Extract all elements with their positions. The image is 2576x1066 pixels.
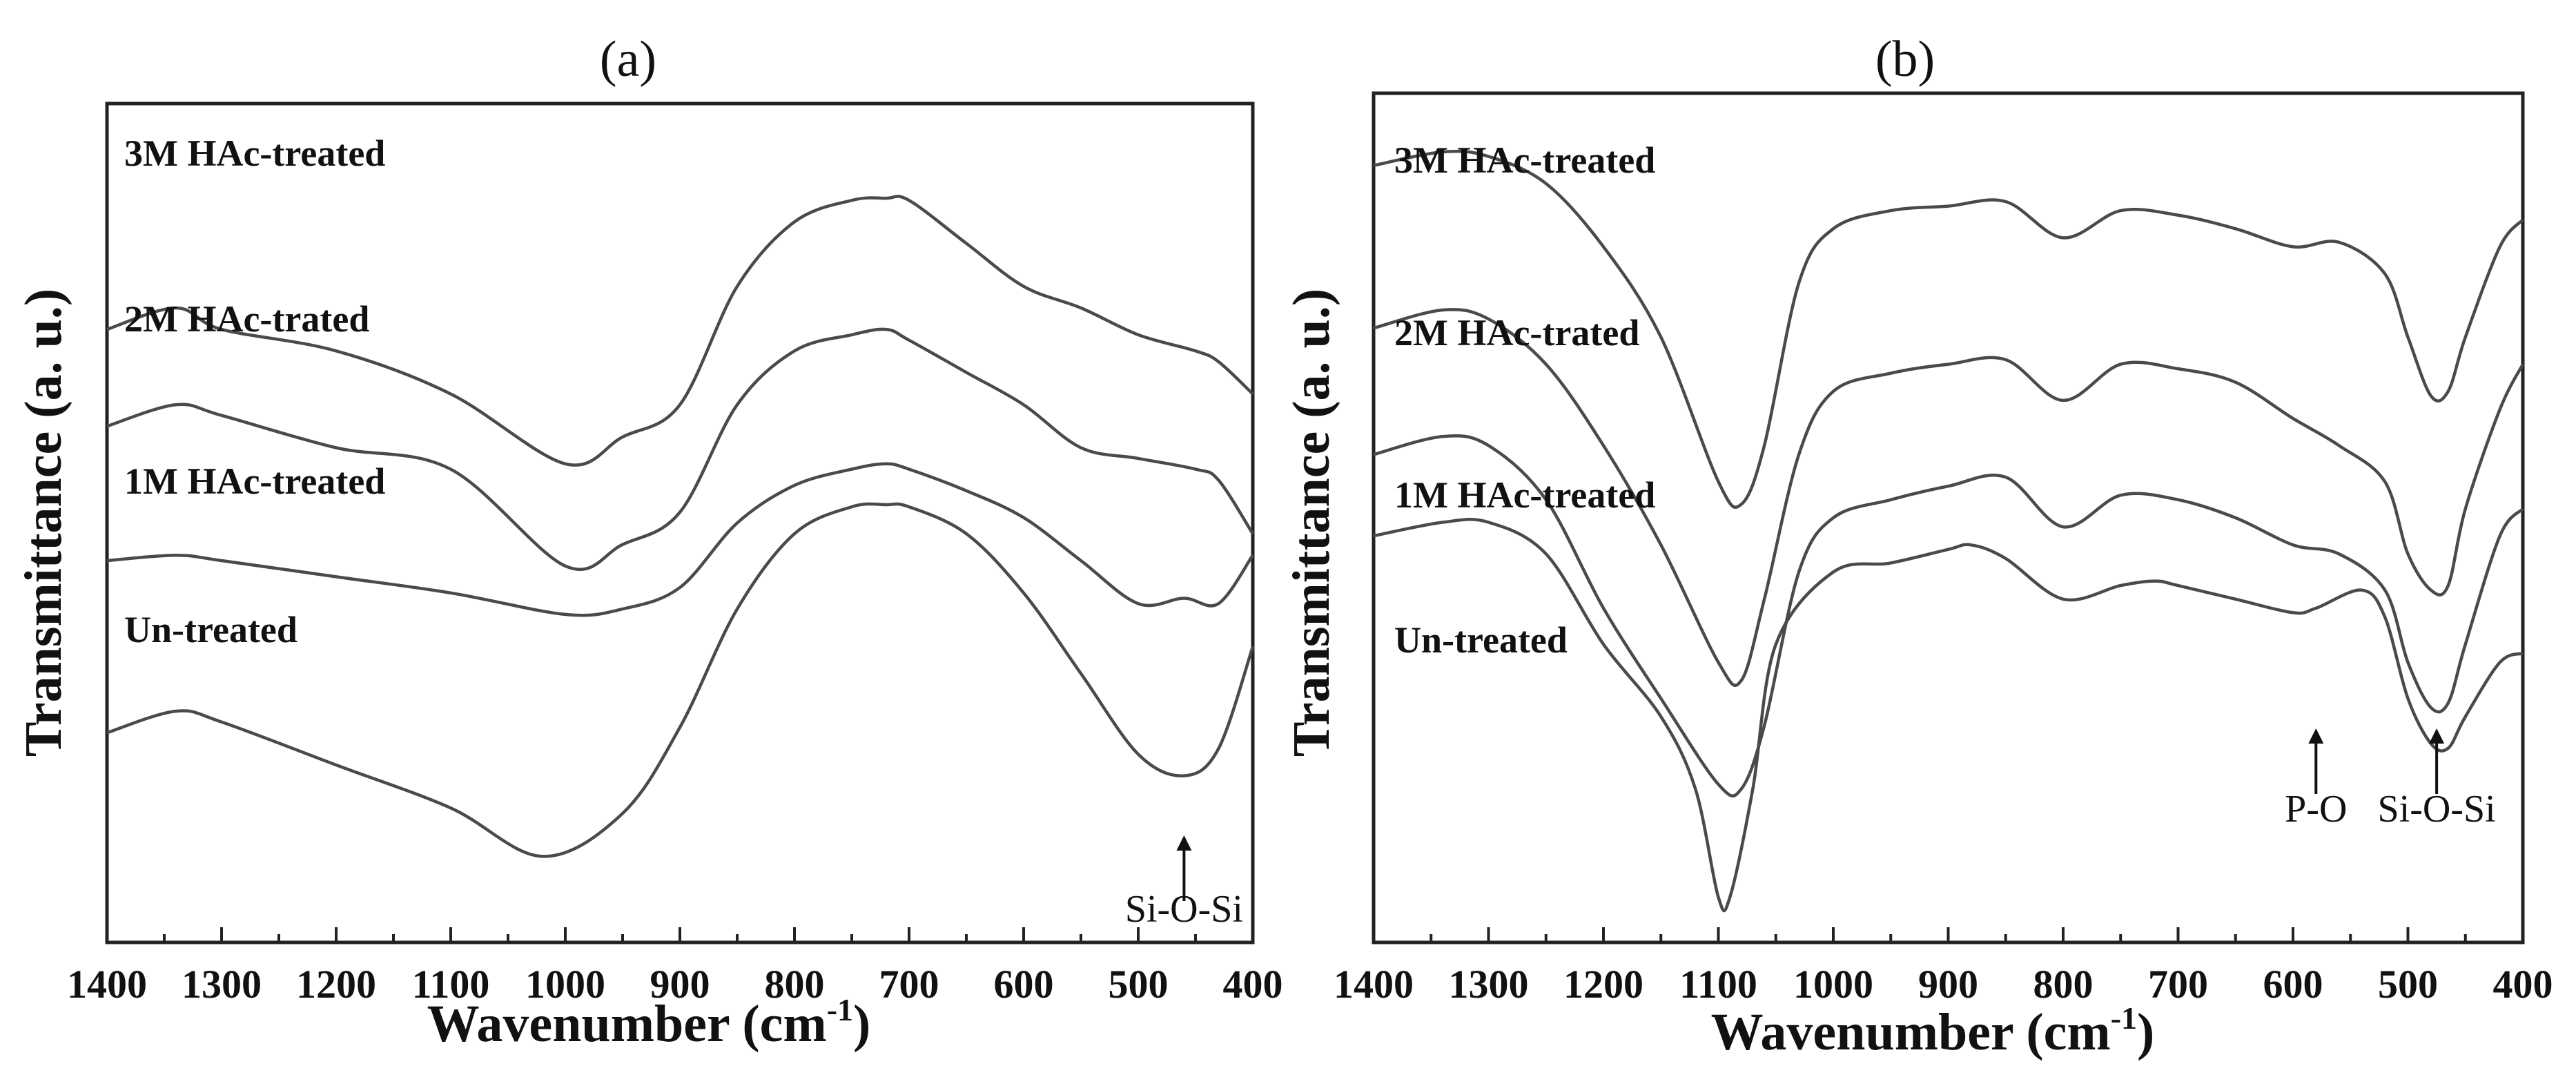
x-tick-label: 1400	[67, 962, 147, 1007]
panel-a-annotations: Si-O-Si	[1125, 835, 1243, 931]
series-line-3m-hac-treated	[106, 195, 1254, 467]
series-label: 2M HAc-trated	[1394, 312, 1639, 353]
panel-b-plot-frame	[1372, 91, 2525, 944]
series-label: 3M HAc-treated	[124, 133, 385, 174]
x-tick-label: 1100	[412, 962, 490, 1007]
x-tick-label: 400	[2493, 962, 2553, 1007]
panel-b-annotations: P-O Si-O-Si	[2285, 728, 2496, 831]
panel-b-title: (b)	[1875, 31, 1935, 88]
series-line-1m-hac-treated	[106, 462, 1254, 617]
panel-b-y-axis-title: Transmittance (a. u.)	[1282, 289, 1340, 757]
x-tick-label: 500	[1109, 962, 1169, 1007]
x-tick-label: 1200	[296, 962, 376, 1007]
x-tick-label: 600	[2263, 962, 2323, 1007]
x-tick-label: 500	[2378, 962, 2438, 1007]
x-tick-label: 700	[879, 962, 939, 1007]
panel-b-x-ticks: 1400 1300 1200 1100 1000 900 800 700 600 500 400	[1334, 927, 2553, 1007]
annotation-arrow-head	[2308, 728, 2324, 744]
panel-b-x-axis-title: Wavenumber (cm-1)	[1711, 1000, 2155, 1061]
annotation-label: P-O	[2285, 788, 2347, 831]
x-tick-label: 400	[1223, 962, 1283, 1007]
series-label: 1M HAc-treated	[124, 461, 385, 502]
series-label: 3M HAc-treated	[1394, 139, 1655, 181]
annotation-label: Si-O-Si	[2378, 788, 2496, 831]
panel-b-series	[1373, 149, 2525, 913]
series-line-un-treated	[106, 502, 1255, 858]
x-tick-label: 1100	[1679, 962, 1757, 1007]
x-tick-label: 1400	[1334, 962, 1414, 1007]
series-label: 2M HAc-trated	[124, 298, 369, 340]
x-tick-label: 900	[650, 962, 710, 1007]
x-tick-label: 600	[994, 962, 1054, 1007]
x-tick-label: 1300	[1449, 962, 1529, 1007]
x-tick-label: 1200	[1563, 962, 1643, 1007]
x-tick-label: 900	[1918, 962, 1978, 1007]
panel-a: (a) 1400 1300 1200 1100 1000 900 800 700 600 500 4…	[14, 31, 1283, 1053]
annotation-label: Si-O-Si	[1125, 888, 1243, 931]
series-line-1m-hac-treated	[1373, 434, 2524, 798]
x-tick-label: 1000	[525, 962, 605, 1007]
series-line-2m-hac-trated	[1373, 308, 2525, 687]
panel-a-x-axis-title: Wavenumber (cm-1)	[427, 992, 871, 1053]
x-tick-label: 800	[2033, 962, 2094, 1007]
annotation-arrow-head	[1176, 835, 1192, 851]
series-line-2m-hac-trated	[106, 327, 1254, 572]
panel-a-series-labels: 3M HAc-treated 2M HAc-trated 1M HAc-treate…	[124, 133, 385, 650]
panel-a-title: (a)	[600, 31, 656, 88]
series-line-3m-hac-treated	[1373, 149, 2524, 509]
series-label: Un-treated	[1394, 619, 1568, 661]
series-label: 1M HAc-treated	[1394, 474, 1655, 516]
panel-b-series-labels: 3M HAc-treated 2M HAc-trated 1M HAc-treate…	[1394, 139, 1655, 661]
panel-a-x-ticks: 1400 1300 1200 1100 1000 900 800 700 600 500 400	[67, 927, 1283, 1007]
x-tick-label: 800	[765, 962, 825, 1007]
series-line-un-treated	[1373, 518, 2524, 913]
panel-a-y-axis-title: Transmittance (a. u.)	[14, 289, 72, 757]
annotation-arrow-head	[2429, 728, 2445, 744]
series-label: Un-treated	[124, 609, 297, 650]
panel-b: (b) 1400 1300 1200 1100 1000 900 800 700 600 500 4…	[1282, 31, 2553, 1061]
panel-a-plot-frame	[105, 101, 1255, 944]
x-tick-label: 1000	[1793, 962, 1873, 1007]
x-tick-label: 700	[2148, 962, 2208, 1007]
panel-a-series	[106, 195, 1255, 858]
x-tick-label: 1300	[182, 962, 262, 1007]
